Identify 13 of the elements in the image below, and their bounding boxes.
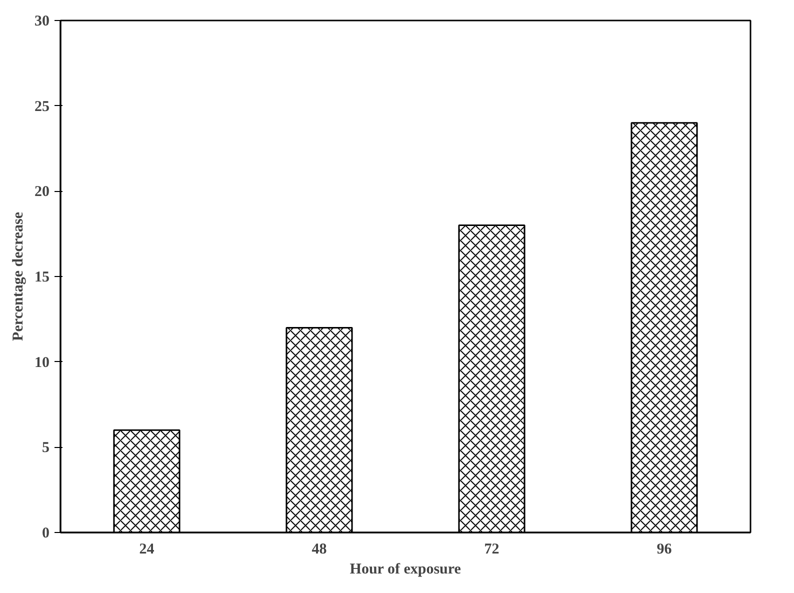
y-tick-label: 30 bbox=[34, 14, 50, 30]
y-tick-label: 15 bbox=[34, 270, 50, 286]
y-axis-title: Percentage decrease bbox=[10, 212, 26, 341]
x-tick-label: 96 bbox=[656, 542, 672, 558]
y-tick-label: 5 bbox=[42, 440, 50, 456]
x-tick-label: 24 bbox=[139, 542, 155, 558]
y-tick-label: 20 bbox=[34, 184, 50, 200]
y-tick-label: 0 bbox=[42, 526, 50, 542]
x-axis-title: Hour of exposure bbox=[350, 562, 462, 578]
x-tick-label: 72 bbox=[484, 542, 500, 558]
x-tick-label: 48 bbox=[312, 542, 327, 558]
y-tick-label: 25 bbox=[34, 98, 50, 115]
y-tick-label: 10 bbox=[34, 354, 50, 371]
